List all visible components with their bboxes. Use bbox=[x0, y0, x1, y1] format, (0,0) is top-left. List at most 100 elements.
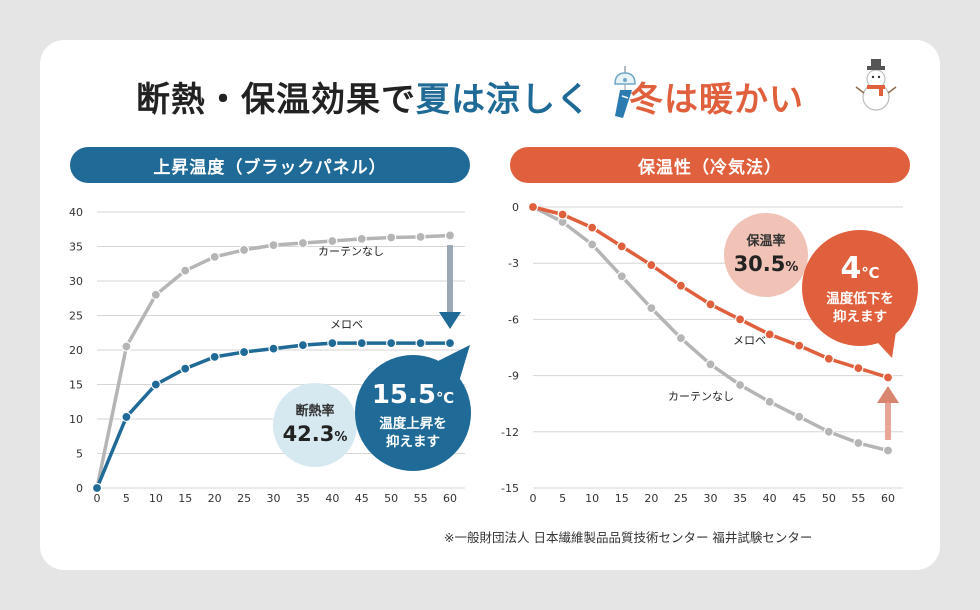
data-point bbox=[705, 299, 716, 310]
left-chart-title: 上昇温度（ブラックパネル） bbox=[70, 147, 470, 183]
y-tick-label: 30 bbox=[69, 275, 83, 288]
x-tick-label: 0 bbox=[94, 492, 101, 505]
data-point bbox=[356, 233, 367, 245]
y-tick-label: 20 bbox=[69, 344, 83, 357]
ratio-value: 42.3% bbox=[283, 422, 348, 446]
data-point bbox=[853, 363, 864, 374]
x-tick-label: 30 bbox=[267, 492, 281, 505]
callout-tail bbox=[430, 345, 470, 385]
x-tick-label: 40 bbox=[325, 492, 339, 505]
headline-part3: 冬は暖かい bbox=[629, 80, 804, 120]
data-point bbox=[557, 209, 568, 220]
data-point bbox=[121, 411, 132, 423]
data-point bbox=[646, 303, 657, 314]
x-tick-label: 25 bbox=[674, 492, 688, 505]
right-chart: 0 -3 -6 -9 -12 -15 0 5 10 15 20 25 30 35 40 45 50 55 60 カーテ… bbox=[501, 201, 918, 505]
data-point bbox=[238, 346, 250, 358]
y-tick-label: 0 bbox=[76, 482, 83, 495]
callout-line2: 抑えます bbox=[833, 308, 887, 325]
data-point bbox=[616, 241, 627, 252]
ratio-badge bbox=[724, 213, 808, 297]
x-tick-label: 5 bbox=[559, 492, 566, 505]
y-tick-label: -15 bbox=[501, 482, 519, 495]
data-point bbox=[180, 265, 191, 276]
data-point bbox=[527, 201, 539, 213]
card bbox=[40, 40, 940, 570]
data-point bbox=[616, 271, 627, 282]
data-point bbox=[705, 359, 716, 370]
x-tick-label: 15 bbox=[615, 492, 629, 505]
data-point bbox=[209, 251, 220, 262]
data-point bbox=[209, 351, 220, 362]
arrow-head bbox=[877, 386, 899, 403]
ratio-value: 30.5% bbox=[734, 252, 799, 276]
data-point bbox=[882, 445, 894, 456]
footnote: ※一般財団法人 日本繊維製品品質技術センター 福井試験センター bbox=[444, 530, 813, 545]
data-point bbox=[386, 338, 397, 349]
series-label: カーテンなし bbox=[318, 245, 384, 258]
data-point bbox=[386, 232, 397, 243]
x-tick-label: 50 bbox=[822, 492, 836, 505]
headline-part1: 断熱・保温効果で bbox=[136, 80, 416, 120]
x-tick-label: 35 bbox=[296, 492, 310, 505]
callout-badge bbox=[802, 230, 918, 346]
y-tick-label: 25 bbox=[69, 310, 83, 323]
data-point bbox=[356, 338, 367, 349]
x-tick-label: 10 bbox=[149, 492, 163, 505]
x-tick-label: 30 bbox=[704, 492, 718, 505]
y-tick-label: -3 bbox=[508, 257, 519, 270]
data-point bbox=[268, 343, 279, 354]
data-point bbox=[415, 231, 426, 242]
y-tick-label: 15 bbox=[69, 379, 83, 392]
data-point bbox=[823, 353, 834, 364]
data-point bbox=[238, 244, 250, 256]
data-point bbox=[734, 379, 746, 391]
data-point bbox=[882, 372, 894, 383]
y-tick-label: 10 bbox=[69, 413, 83, 426]
data-point bbox=[764, 329, 775, 340]
x-tick-label: 50 bbox=[384, 492, 398, 505]
data-point bbox=[444, 230, 456, 241]
callout-line1: 温度低下を bbox=[826, 290, 894, 307]
data-point bbox=[734, 314, 746, 325]
x-tick-label: 15 bbox=[178, 492, 192, 505]
data-point bbox=[794, 340, 805, 351]
data-point bbox=[268, 240, 279, 251]
headline: 断熱・保温効果で夏は涼しく 冬は暖かい bbox=[0, 72, 980, 121]
headline-part2: 夏は涼しく bbox=[416, 80, 591, 120]
snowman-icon bbox=[855, 59, 897, 111]
callout-badge bbox=[355, 355, 471, 471]
x-tick-label: 0 bbox=[530, 492, 537, 505]
series-label: メロベ bbox=[330, 318, 363, 331]
x-tick-label: 25 bbox=[237, 492, 251, 505]
series-label: カーテンなし bbox=[668, 390, 734, 403]
ratio-label: 断熱率 bbox=[295, 403, 334, 419]
y-tick-label: -9 bbox=[508, 370, 519, 383]
x-tick-label: 45 bbox=[355, 492, 369, 505]
data-point bbox=[150, 289, 161, 300]
y-tick-label: 35 bbox=[69, 241, 83, 254]
callout-line2: 抑えます bbox=[386, 433, 440, 450]
x-tick-label: 45 bbox=[792, 492, 806, 505]
y-tick-label: 0 bbox=[512, 201, 519, 214]
right-chart-title: 保温性（冷気法） bbox=[510, 147, 910, 183]
data-point bbox=[764, 396, 775, 407]
x-tick-label: 35 bbox=[733, 492, 747, 505]
data-point bbox=[150, 379, 161, 390]
ratio-badge bbox=[273, 383, 357, 467]
data-point bbox=[823, 426, 834, 437]
y-tick-label: 40 bbox=[69, 206, 83, 219]
data-point bbox=[121, 341, 132, 352]
x-tick-label: 10 bbox=[585, 492, 599, 505]
series-label: メロベ bbox=[733, 334, 766, 347]
data-point bbox=[675, 333, 687, 344]
x-tick-label: 55 bbox=[851, 492, 865, 505]
data-point bbox=[327, 235, 338, 247]
x-tick-label: 20 bbox=[208, 492, 222, 505]
y-tick-label: 5 bbox=[76, 448, 83, 461]
x-tick-label: 55 bbox=[414, 492, 428, 505]
data-point bbox=[794, 411, 805, 422]
wind-chime-icon bbox=[614, 66, 636, 118]
data-point bbox=[327, 338, 338, 349]
